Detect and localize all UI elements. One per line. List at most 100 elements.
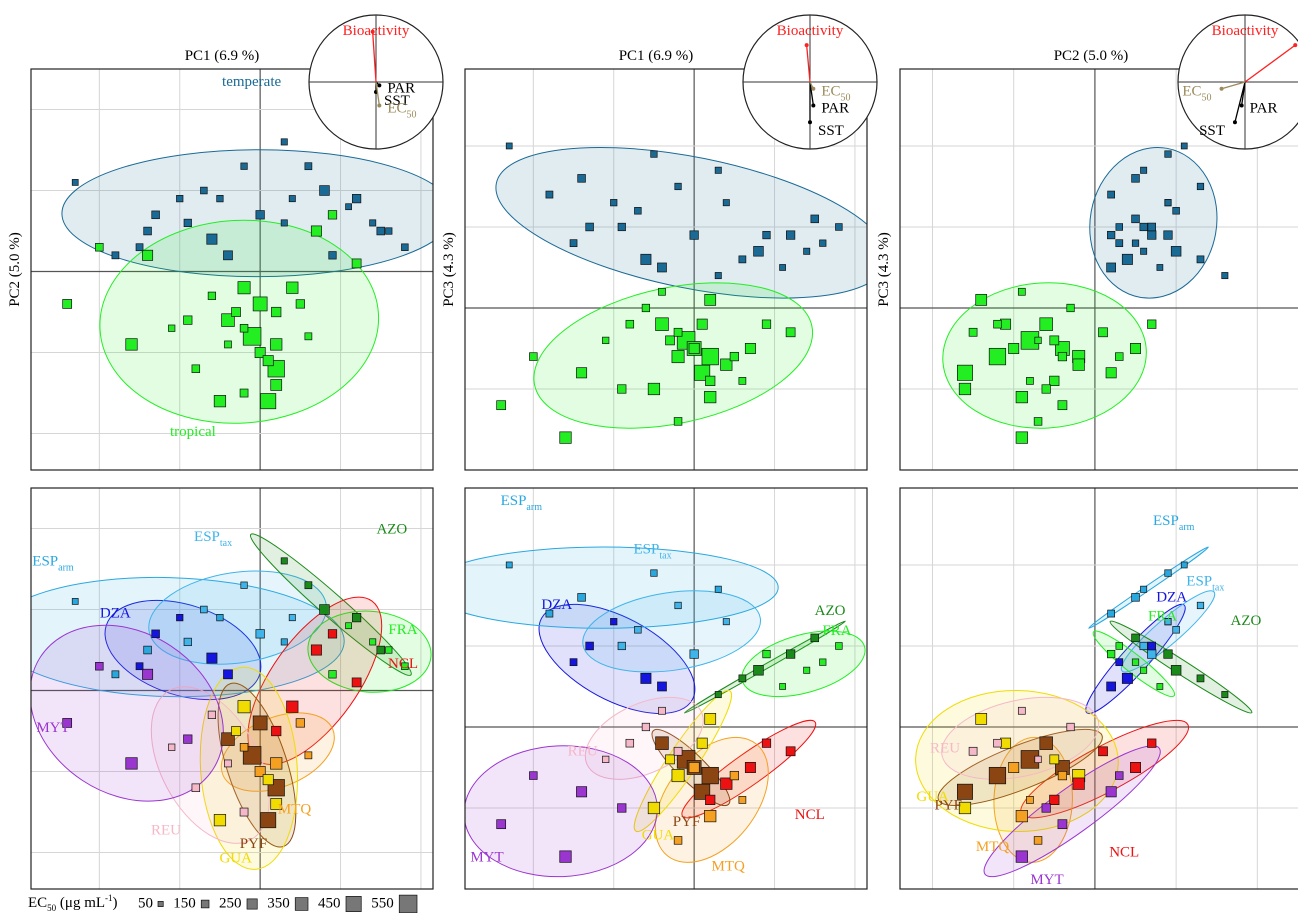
- title-part: EC: [28, 895, 47, 911]
- sample-point: [1107, 649, 1116, 659]
- sample-point: [1107, 230, 1116, 240]
- sample-point: [255, 210, 265, 220]
- sample-point: [1017, 287, 1026, 296]
- group-label-main: DZA: [1156, 590, 1187, 606]
- sample-point: [286, 281, 299, 294]
- arrow-head: [377, 83, 382, 88]
- sample-point: [1139, 222, 1148, 232]
- group-label-main: MYT: [1030, 872, 1063, 888]
- sample-point: [207, 710, 216, 719]
- sample-point: [610, 618, 618, 626]
- sample-point: [647, 801, 661, 815]
- sample-point: [658, 706, 666, 715]
- group-label: ESParm: [501, 493, 543, 512]
- sample-point: [1163, 649, 1173, 659]
- sample-point: [640, 672, 652, 684]
- sample-point: [674, 182, 682, 191]
- group-label: GUA: [219, 851, 252, 867]
- sample-point: [304, 581, 313, 590]
- sample-point: [529, 352, 538, 361]
- sample-point: [762, 649, 771, 659]
- sample-point: [569, 658, 578, 667]
- sample-point: [1147, 230, 1157, 240]
- sample-point: [319, 185, 330, 196]
- size-legend-square: [398, 894, 418, 913]
- group-label: AZO: [1231, 613, 1262, 629]
- group-ellipse: [99, 219, 380, 424]
- sample-point: [689, 649, 699, 659]
- loading-label-sub: 50: [841, 92, 851, 103]
- sample-point: [576, 367, 588, 379]
- sample-point: [1221, 691, 1229, 699]
- sample-point: [1039, 736, 1053, 750]
- sample-point: [351, 258, 362, 269]
- sample-point: [665, 754, 675, 765]
- arrow-head: [811, 103, 816, 108]
- sample-point: [810, 633, 819, 643]
- sample-point: [779, 264, 786, 271]
- size-legend-square: [294, 897, 309, 911]
- sample-point: [704, 809, 717, 823]
- sample-point: [1057, 400, 1068, 411]
- group-label-main: tropical: [170, 425, 216, 441]
- sample-point: [720, 358, 733, 371]
- group-label: MTQ: [976, 839, 1010, 855]
- sample-point: [673, 327, 683, 337]
- sample-point: [762, 230, 771, 240]
- sample-point: [988, 347, 1007, 366]
- loading-arrow: [375, 81, 380, 106]
- loading-label: SST: [1199, 124, 1225, 140]
- sample-point: [200, 186, 208, 195]
- sample-point: [657, 262, 667, 273]
- arrow-head: [1239, 103, 1244, 108]
- sample-point: [1049, 335, 1060, 346]
- sample-point: [761, 738, 772, 748]
- arrow-head: [1232, 120, 1237, 125]
- arrow-head: [808, 120, 812, 125]
- sample-point: [505, 561, 513, 569]
- y-axis-label: PC2 (5.0 %): [7, 232, 23, 307]
- sample-point: [1147, 641, 1156, 651]
- sample-point: [376, 226, 385, 236]
- sample-point: [1000, 737, 1012, 749]
- sample-point: [125, 338, 138, 351]
- sample-point: [280, 138, 288, 146]
- sample-point: [1115, 223, 1123, 231]
- group-label-main: ESP: [32, 554, 58, 570]
- group-label-main: NCL: [388, 657, 418, 673]
- group-label: FRA: [388, 622, 417, 638]
- sample-point: [295, 299, 305, 309]
- sample-point: [1008, 762, 1020, 773]
- sample-point: [738, 377, 747, 385]
- sample-point: [239, 324, 249, 333]
- sample-point: [1072, 777, 1085, 790]
- group-label-sub: tax: [659, 550, 671, 561]
- loading-arrow: [1221, 81, 1246, 90]
- group-label-main: DZA: [100, 606, 131, 622]
- loading-label: PAR: [821, 101, 849, 117]
- loading-label-main: SST: [818, 124, 844, 140]
- sample-point: [183, 734, 193, 744]
- sample-point: [369, 638, 377, 646]
- sample-point: [1164, 569, 1172, 577]
- group-label: DZA: [1156, 590, 1187, 606]
- loading-label-main: PAR: [821, 101, 849, 117]
- sample-point: [701, 347, 719, 366]
- sample-point: [610, 199, 618, 207]
- sample-point: [224, 340, 232, 349]
- sample-point: [1170, 246, 1182, 257]
- sample-point: [1196, 601, 1205, 610]
- sample-point: [304, 332, 313, 341]
- sample-point: [1130, 762, 1141, 773]
- title-part: (μg mL: [56, 895, 105, 911]
- sample-point: [714, 272, 722, 280]
- sample-point: [529, 771, 538, 780]
- sample-point: [1121, 253, 1133, 265]
- sample-point: [1072, 358, 1085, 371]
- sample-point: [286, 700, 299, 713]
- loading-label-main: PAR: [387, 81, 415, 97]
- sample-point: [658, 287, 666, 296]
- group-ellipse: [582, 590, 761, 673]
- sample-point: [1098, 327, 1108, 338]
